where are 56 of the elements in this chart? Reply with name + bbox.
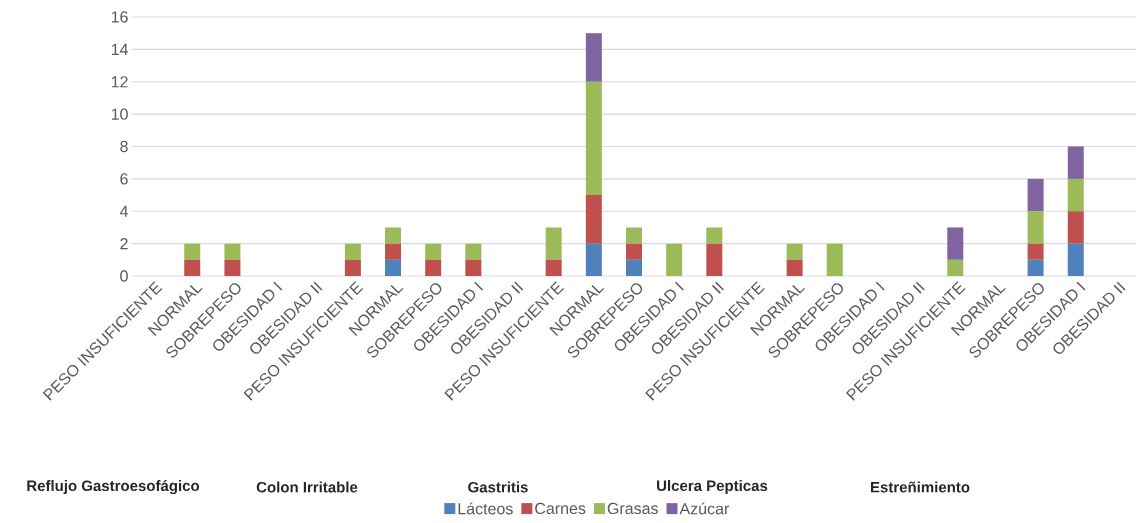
bar xyxy=(465,243,482,260)
bar xyxy=(666,243,683,276)
bar xyxy=(385,243,402,260)
y-tick-label: 4 xyxy=(119,205,128,217)
text: Reflujo Gastroesofágico xyxy=(27,479,200,495)
bar xyxy=(184,259,201,276)
bar xyxy=(425,243,442,260)
bar xyxy=(626,259,642,276)
bar xyxy=(947,259,964,276)
bar xyxy=(1027,259,1044,276)
bar xyxy=(626,243,642,260)
text: Colon Irritable xyxy=(256,481,358,493)
y-tick-label: 14 xyxy=(111,43,128,55)
bar xyxy=(1027,211,1044,244)
bar xyxy=(385,259,402,276)
bar xyxy=(786,259,803,276)
bar xyxy=(385,227,402,244)
y-tick-label: 8 xyxy=(120,140,128,153)
bar xyxy=(585,243,602,276)
bar xyxy=(224,259,241,276)
bar xyxy=(1027,243,1044,260)
bar xyxy=(585,81,602,196)
bar xyxy=(706,227,723,244)
y-tick-label: 10 xyxy=(111,108,128,120)
bar xyxy=(184,243,201,260)
text: Ulcera Pepticas xyxy=(657,480,768,494)
bar xyxy=(465,259,482,276)
y-tick-label: 16 xyxy=(111,11,128,23)
bar xyxy=(1067,211,1084,244)
bar xyxy=(585,33,602,82)
bar xyxy=(545,227,562,260)
bar xyxy=(1027,178,1044,212)
bar xyxy=(344,259,361,276)
text: Estreñimiento xyxy=(871,481,970,493)
y-tick-label: 12 xyxy=(111,76,128,88)
y-tick-label: 2 xyxy=(120,238,128,250)
bar xyxy=(545,259,562,276)
bar xyxy=(626,227,642,244)
bar xyxy=(706,243,723,276)
bar xyxy=(425,259,442,276)
text: Gastritis xyxy=(468,481,528,493)
legend-label: Azúcar xyxy=(679,502,730,515)
bar xyxy=(1067,178,1084,212)
legend-label: Lácteos xyxy=(458,502,513,515)
legend-label: Carnes xyxy=(535,502,586,515)
bar xyxy=(224,243,241,260)
legend-label: Grasas xyxy=(607,502,658,515)
bar xyxy=(344,243,361,260)
bar xyxy=(1067,243,1084,276)
bar xyxy=(826,243,843,276)
bar xyxy=(1067,146,1084,179)
y-tick-label: 0 xyxy=(120,270,128,282)
bar xyxy=(786,243,803,260)
bar xyxy=(585,195,602,244)
bar xyxy=(947,227,964,260)
y-tick-label: 6 xyxy=(120,173,128,185)
